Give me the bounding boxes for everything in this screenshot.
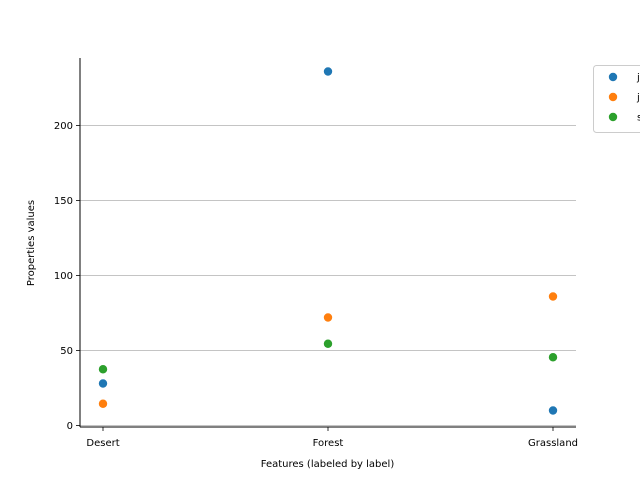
y-tick-label: 200 [54,121,73,132]
legend-label-1: j [636,73,640,84]
data-point-series-2-forest [323,313,333,322]
legend-marker-2 [608,92,618,102]
data-point-series-3-desert [98,365,108,374]
legend-frame [593,65,640,133]
y-tick-label: 50 [60,346,73,357]
y-tick-label: 100 [54,271,73,282]
x-tick-label-forest: Forest [313,438,344,449]
legend-marker-3 [608,112,618,122]
data-point-series-1-forest [323,67,333,76]
legend-marker-1 [608,72,618,82]
legend: jjs [593,65,640,133]
legend-label-3: s [637,113,640,124]
grid-lines [80,125,576,426]
y-tick-label: 150 [54,196,73,207]
tick-labels: 0 50 100 150 200 Desert Forest Grassland [54,121,578,449]
y-tick-label: 0 [67,421,73,432]
x-tick-label-grassland: Grassland [528,438,578,449]
data-point-series-3-grassland [548,353,558,362]
data-point-series-1-desert [98,379,108,388]
x-tick-label-desert: Desert [86,438,119,449]
axes [79,58,576,428]
x-axis-label: Features (labeled by label) [261,459,395,470]
data-point-series-2-grassland [548,292,558,301]
data-point-series-3-forest [323,339,333,348]
data-points [98,67,558,415]
data-point-series-2-desert [98,399,108,408]
y-axis-label: Properties values [26,200,37,286]
data-point-series-1-grassland [548,406,558,415]
legend-label-2: j [636,93,640,104]
